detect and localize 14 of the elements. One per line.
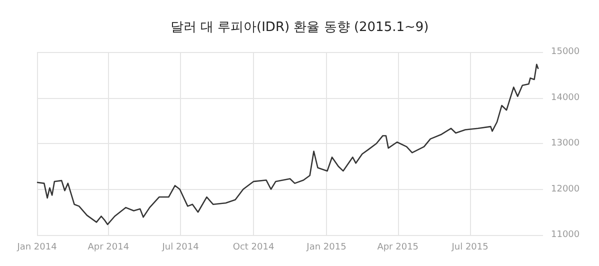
x-tick-label: Jan 2014 <box>16 242 58 252</box>
y-tick-label: 15000 <box>551 47 580 57</box>
x-tick-label: Apr 2015 <box>377 242 419 252</box>
x-tick-label: Jan 2015 <box>306 242 346 252</box>
y-tick-label: 11000 <box>551 230 580 240</box>
y-tick-label: 14000 <box>551 92 580 103</box>
x-tick-label: Jul 2014 <box>161 242 200 252</box>
x-tick-label: Jul 2015 <box>450 242 488 252</box>
y-tick-label: 13000 <box>551 138 580 148</box>
y-tick-label: 12000 <box>551 184 580 194</box>
chart-title: 달러 대 루피아(IDR) 환율 동향 (2015.1~9) <box>170 20 429 35</box>
x-tick-label: Apr 2014 <box>88 242 130 252</box>
line-series <box>36 64 539 226</box>
x-tick-label: Oct 2014 <box>232 242 274 252</box>
